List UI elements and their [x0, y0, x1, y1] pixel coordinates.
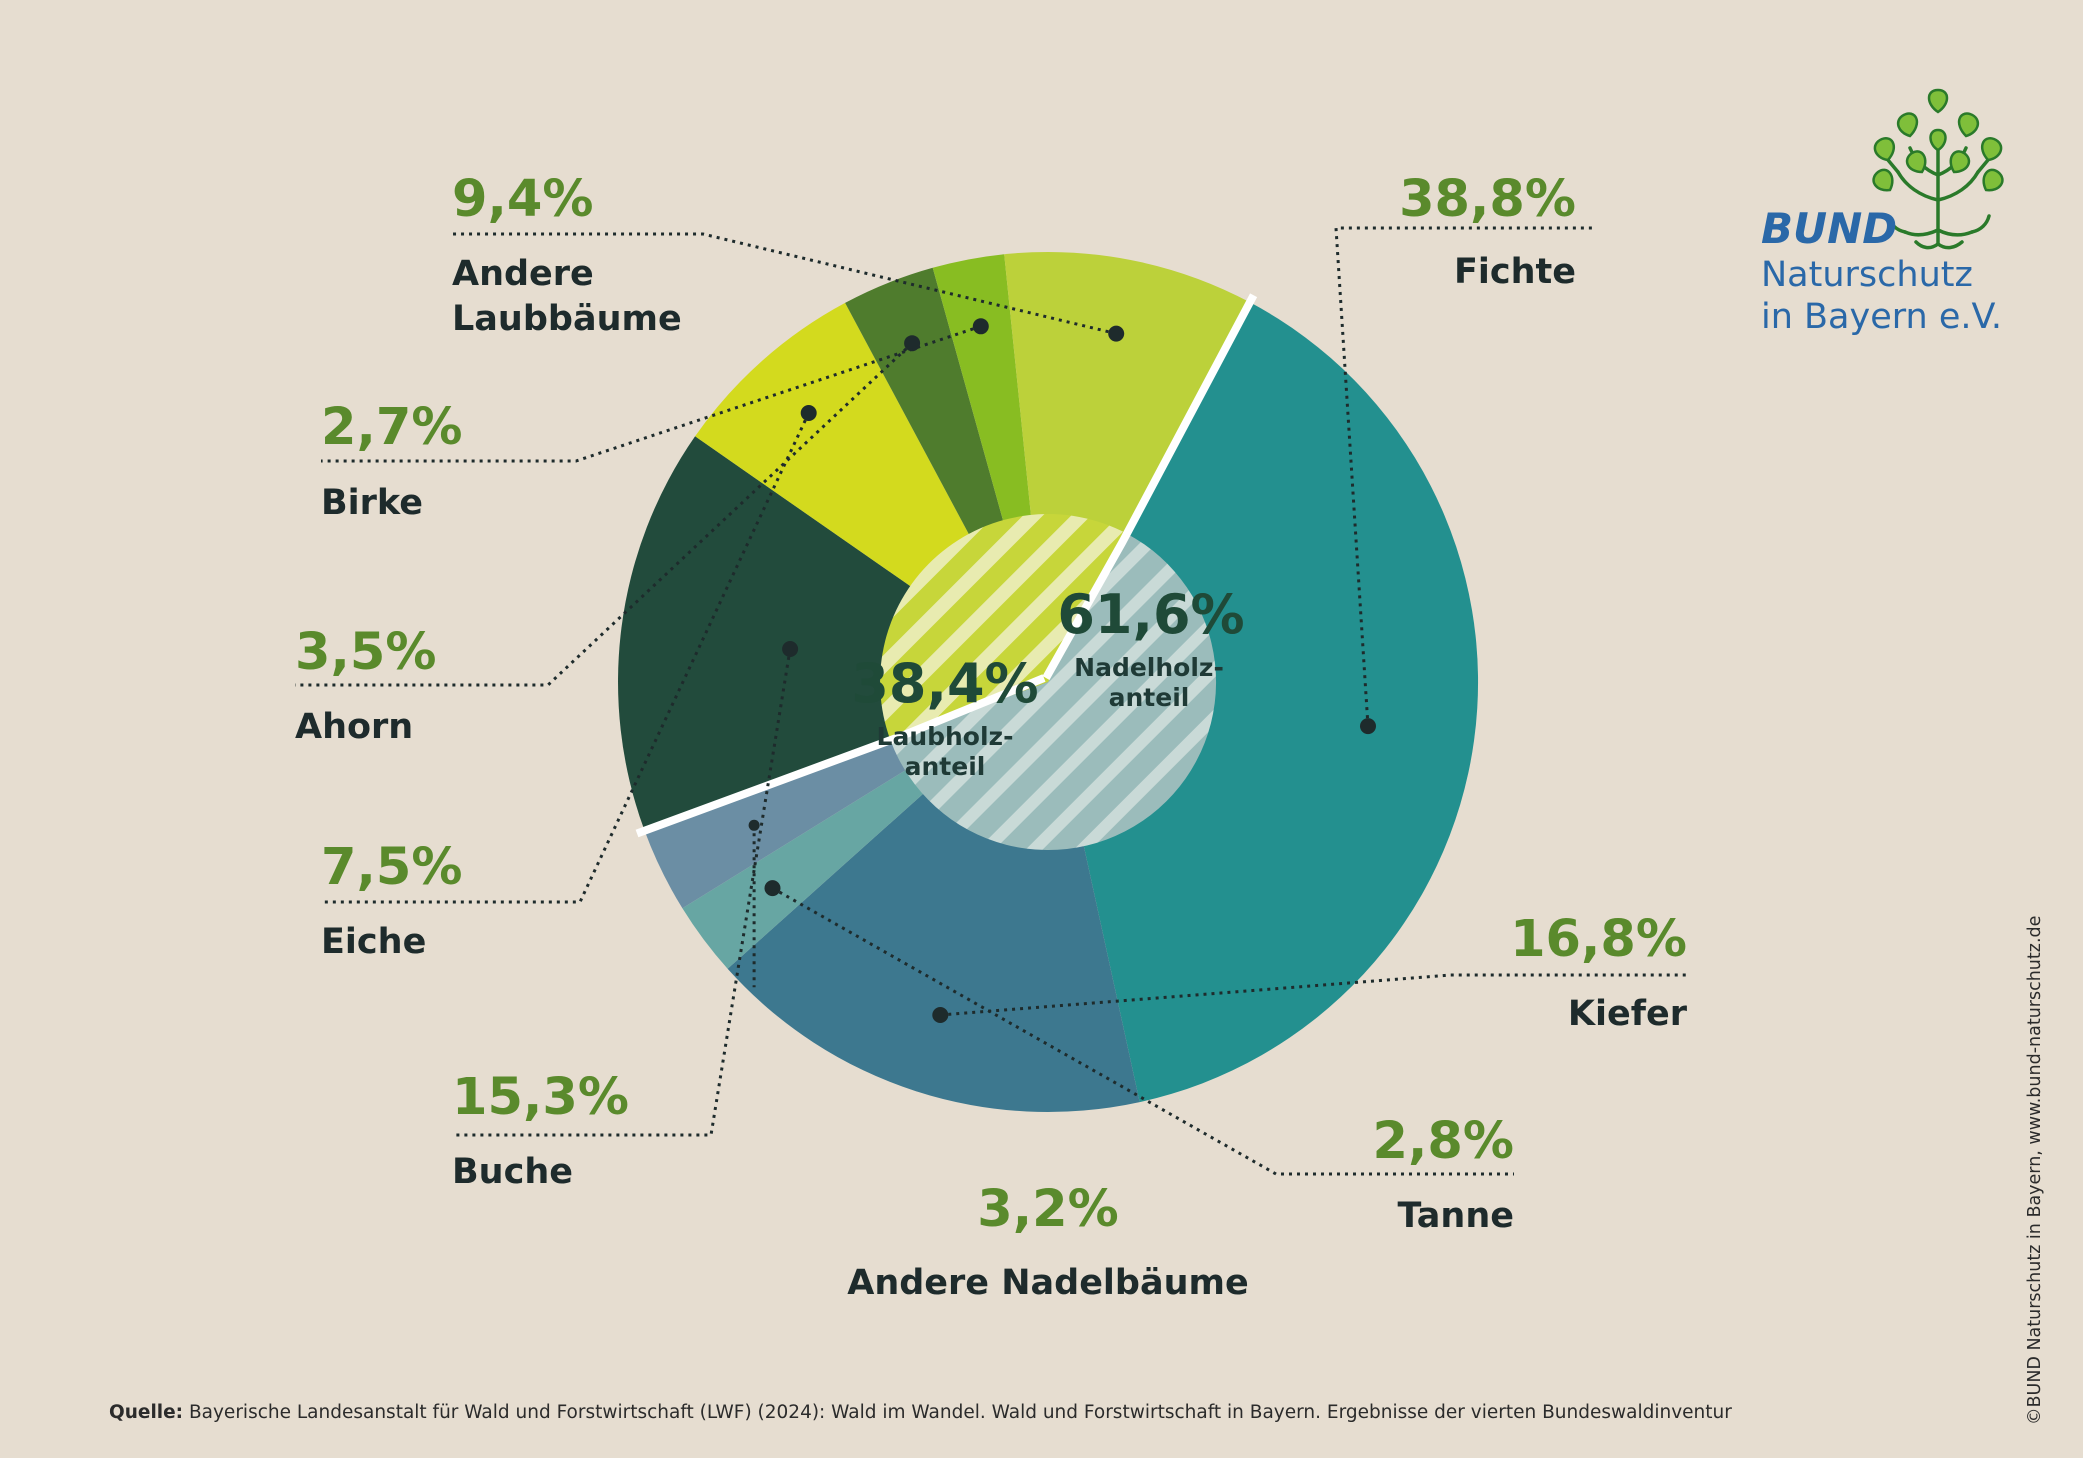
label-kiefer: 16,8% Kiefer: [1510, 910, 1688, 1034]
brand-name: BUND: [1761, 204, 1897, 253]
dot-kiefer: [932, 1007, 949, 1023]
copyright-note: ©BUND Naturschutz in Bayern, www.bund-na…: [2025, 915, 2045, 1425]
name-fichte: Fichte: [1454, 252, 1576, 292]
name-ahorn: Ahorn: [295, 707, 413, 747]
leader-birke: [321, 324, 982, 463]
dot-buche: [782, 641, 799, 657]
pct-andere-nadelbaeume: 3,2%: [977, 1180, 1118, 1239]
name-eiche: Eiche: [321, 922, 426, 962]
label-andere-laubbaeume: 9,4% Andere Laubbäume: [452, 170, 682, 339]
leader-eiche: [321, 412, 811, 904]
pct-eiche: 7,5%: [321, 838, 462, 897]
nadelholz-line2: anteil: [1109, 683, 1190, 712]
source-note: Quelle: Bayerische Landesanstalt für Wal…: [109, 1402, 1732, 1423]
label-eiche: 7,5% Eiche: [321, 838, 462, 962]
dot-eiche: [800, 405, 817, 421]
pct-ahorn: 3,5%: [295, 623, 436, 682]
divider-bottom: [635, 674, 1046, 838]
pct-laubholzanteil: 38,4%: [851, 652, 1038, 715]
pct-fichte: 38,8%: [1399, 170, 1576, 229]
label-tanne: 2,8% Tanne: [1373, 1112, 1514, 1236]
pct-buche: 15,3%: [452, 1068, 629, 1127]
label-birke: 2,7% Birke: [321, 398, 462, 523]
pct-birke: 2,7%: [321, 398, 462, 457]
leader-lines: [295, 226, 1687, 1176]
pct-nadelholzanteil: 61,6%: [1057, 583, 1244, 646]
center-nadelholz: 61,6% Nadelholz- anteil: [1057, 583, 1244, 712]
inner-laubholz: [880, 514, 1127, 741]
name-buche: Buche: [452, 1152, 573, 1192]
dot-andere-laubbaeume: [1108, 325, 1125, 342]
inner-nadelholz: [890, 533, 1217, 851]
name-birke: Birke: [321, 483, 423, 523]
inner-circle: [880, 514, 1217, 851]
label-fichte: 38,8% Fichte: [1399, 170, 1576, 292]
source-text: Bayerische Landesanstalt für Wald und Fo…: [183, 1402, 1732, 1423]
dot-tanne: [764, 880, 781, 897]
brand-line2: in Bayern e.V.: [1761, 297, 2002, 337]
laubholz-line2: anteil: [905, 752, 986, 781]
dot-fichte: [1360, 718, 1376, 735]
center-laubholz: 38,4% Laubholz- anteil: [851, 652, 1038, 781]
label-ahorn: 3,5% Ahorn: [295, 623, 436, 747]
nadelholz-line1: Nadelholz-: [1074, 653, 1224, 682]
leader-andere-laubbaeume: [452, 232, 1117, 336]
slice-buche: [618, 436, 1048, 831]
laubholz-line1: Laubholz-: [877, 722, 1014, 751]
name-andere-nadelbaeume: Andere Nadelbäume: [847, 1263, 1248, 1303]
brand-logo: BUND Naturschutz in Bayern e.V.: [1761, 88, 2004, 337]
divider-top: [1042, 293, 1258, 680]
source-label: Quelle:: [109, 1402, 184, 1423]
pct-tanne: 2,8%: [1373, 1112, 1514, 1171]
pct-kiefer: 16,8%: [1510, 910, 1687, 969]
dot-birke: [972, 318, 989, 335]
dividers: [635, 293, 1258, 838]
name-andere-laubbaeume-2: Laubbäume: [452, 299, 682, 339]
name-tanne: Tanne: [1397, 1196, 1514, 1236]
name-kiefer: Kiefer: [1568, 994, 1688, 1034]
label-buche: 15,3% Buche: [452, 1068, 629, 1192]
dot-ahorn: [904, 335, 921, 352]
name-andere-laubbaeume-1: Andere: [452, 254, 594, 294]
leader-kiefer: [940, 973, 1687, 1017]
slice-fichte: [1048, 302, 1479, 1103]
pct-andere-laubbaeume: 9,4%: [452, 170, 593, 229]
leader-tanne: [771, 886, 1514, 1176]
tree-icon: [1872, 88, 2004, 250]
brand-line1: Naturschutz: [1761, 255, 1973, 295]
leader-buche: [452, 648, 792, 1137]
dot-andere-nadelbaeume: [748, 819, 760, 831]
label-andere-nadelbaeume: 3,2% Andere Nadelbäume: [847, 1180, 1248, 1303]
